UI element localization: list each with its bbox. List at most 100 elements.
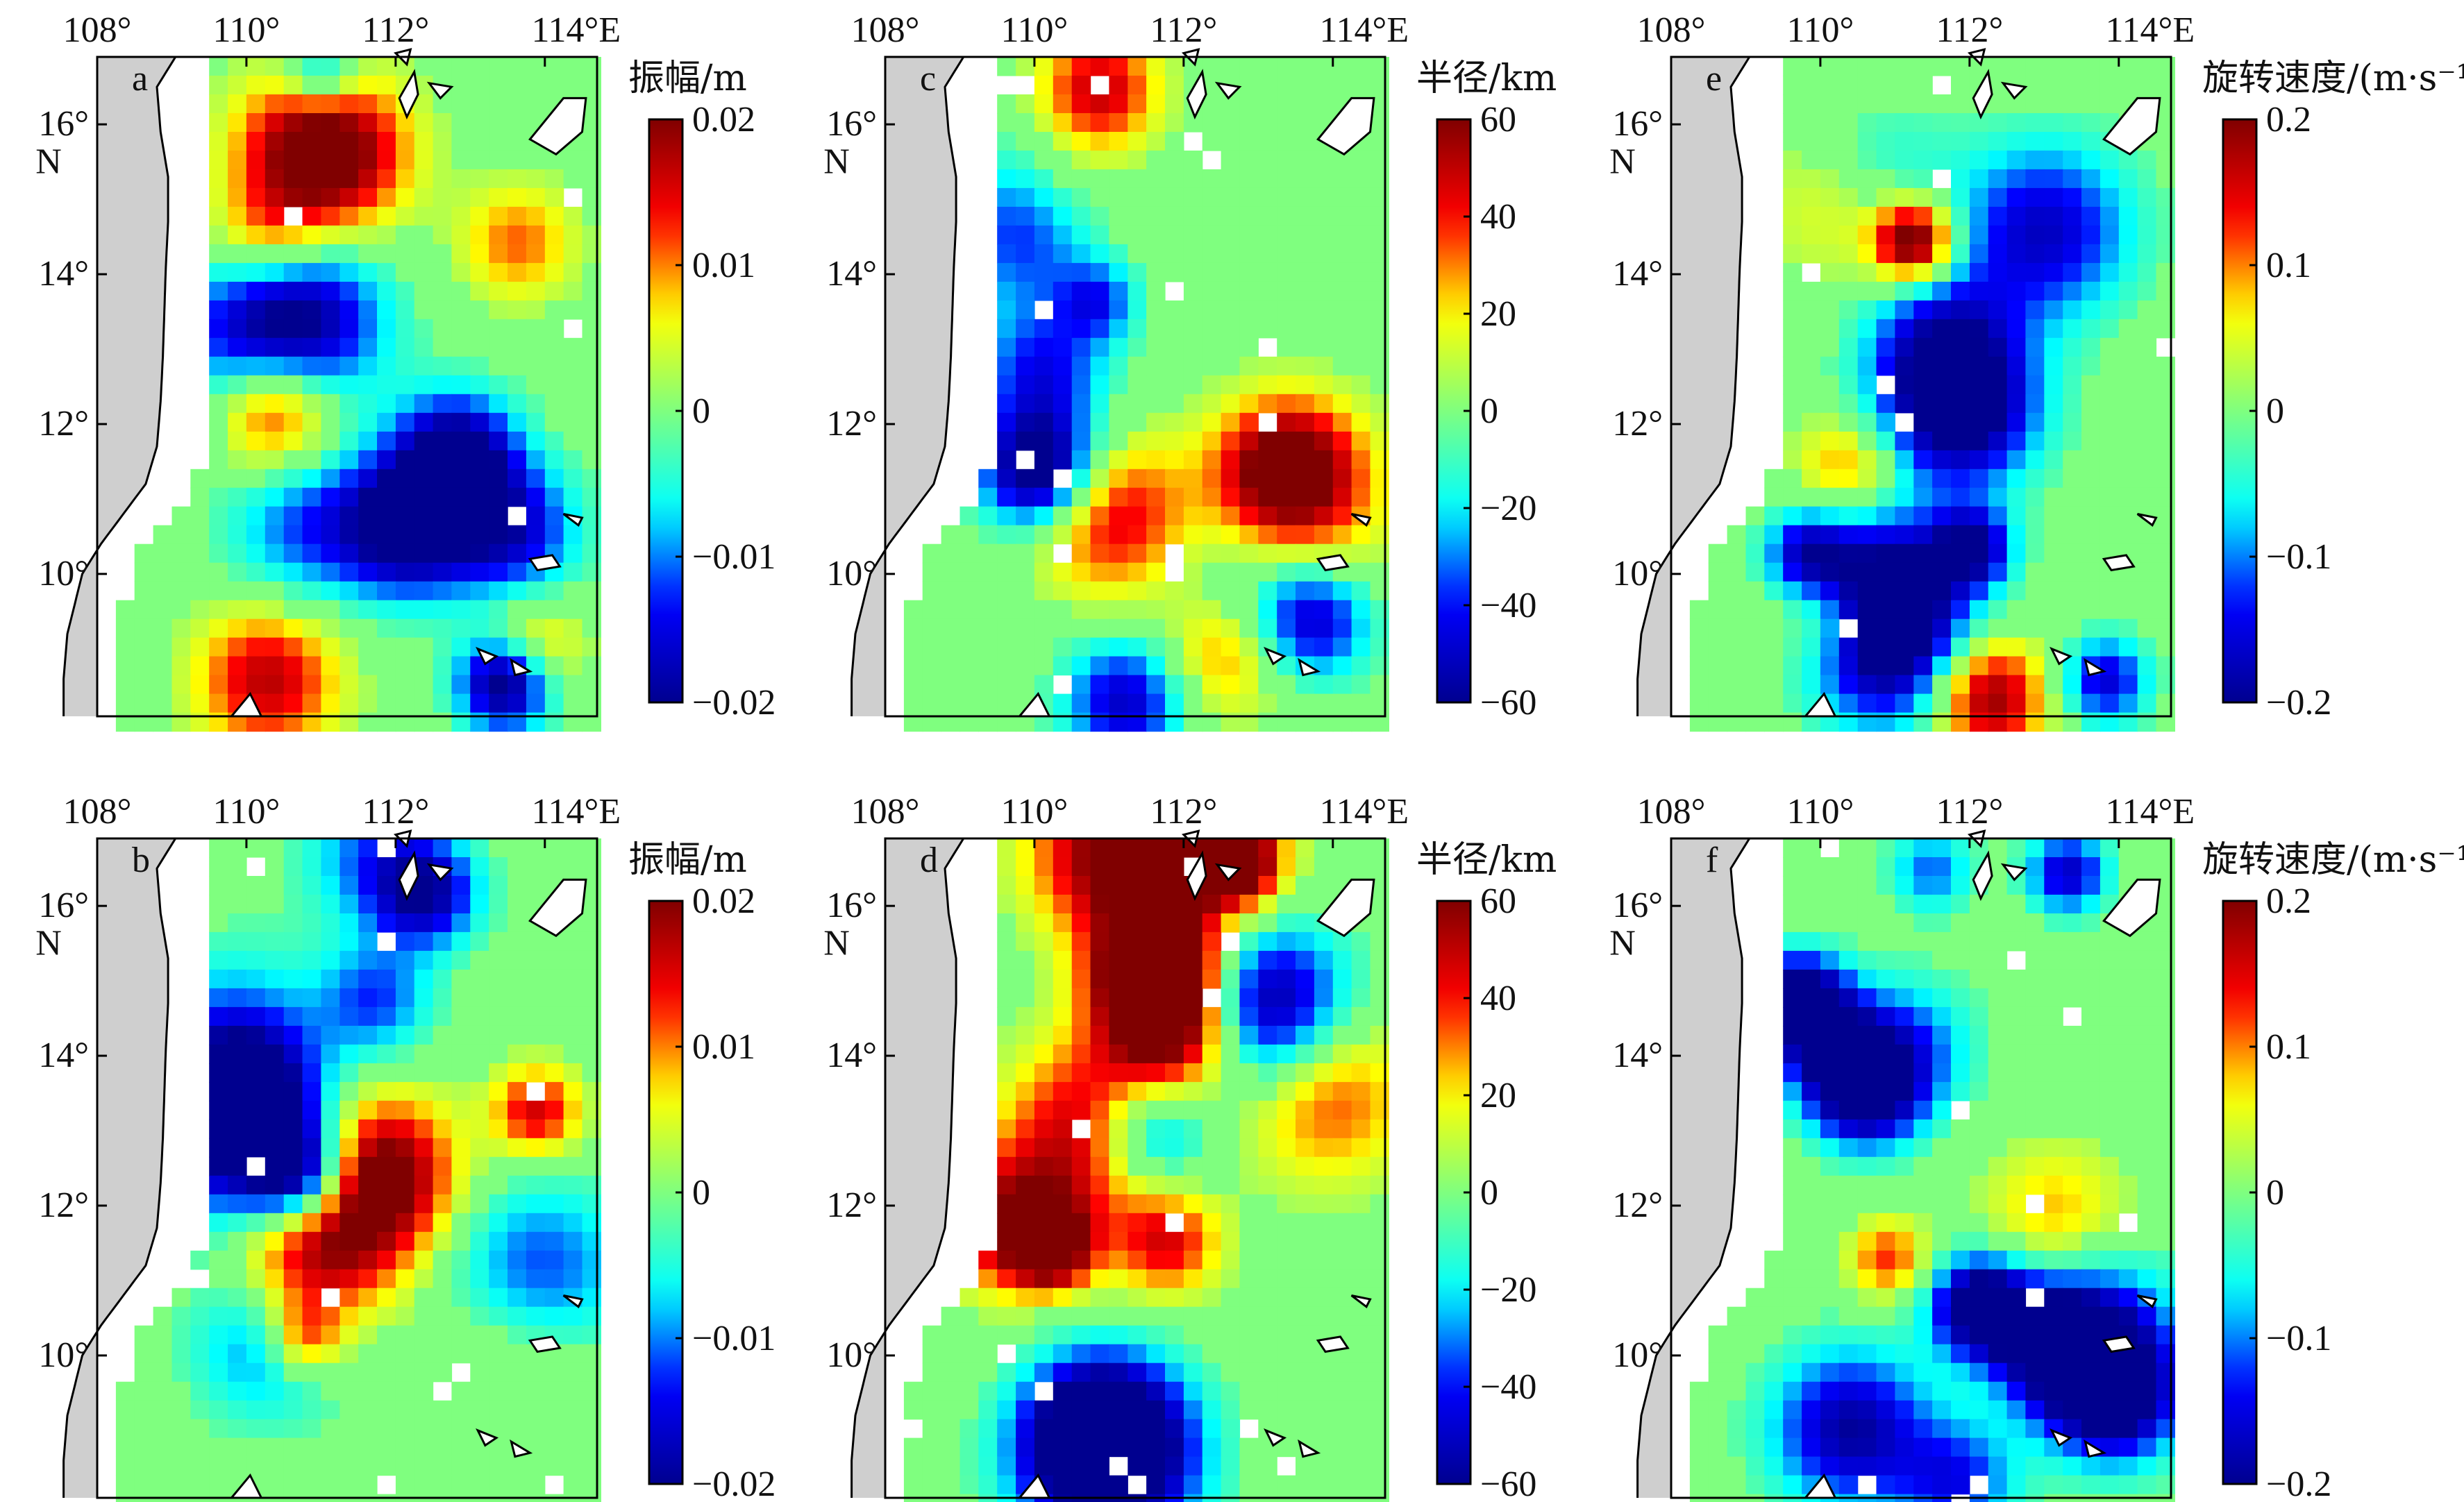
heatmap-cell	[209, 1400, 228, 1420]
heatmap-cell	[1988, 675, 2008, 695]
heatmap-cell	[526, 876, 546, 895]
heatmap-cell	[321, 1044, 340, 1064]
heatmap-cell	[1932, 1288, 1952, 1308]
heatmap-cell	[340, 469, 359, 489]
heatmap-cell	[470, 543, 489, 564]
heatmap-cell	[1165, 581, 1184, 601]
heatmap-cell	[1876, 1362, 1895, 1383]
heatmap-cell	[2025, 1006, 2045, 1027]
heatmap-cell	[283, 1325, 303, 1345]
heatmap-cell	[171, 1381, 191, 1401]
heatmap-cell	[1034, 838, 1054, 858]
heatmap-cell	[582, 394, 601, 414]
heatmap-cell	[1988, 150, 2008, 170]
heatmap-cell	[1146, 1138, 1166, 1158]
heatmap-cell	[1802, 1081, 1821, 1102]
heatmap-cell	[1838, 1419, 1859, 1439]
heatmap-cell	[1370, 206, 1389, 226]
heatmap-cell	[1277, 487, 1296, 507]
heatmap-cell	[1034, 1456, 1054, 1476]
heatmap-cell	[1034, 262, 1054, 282]
heatmap-cell	[489, 1381, 508, 1401]
heatmap-cell	[1128, 487, 1147, 507]
heatmap-cell	[283, 1119, 303, 1139]
heatmap-cell	[1146, 600, 1166, 620]
heatmap-cell	[489, 913, 508, 933]
heatmap-cell	[2025, 412, 2045, 432]
heatmap-cell	[526, 412, 546, 432]
heatmap-cell	[544, 206, 564, 226]
heatmap-cell	[265, 876, 285, 895]
heatmap-cell	[2100, 506, 2120, 526]
heatmap-cell	[134, 1344, 154, 1364]
colorbar-tick-label: −40	[1480, 1367, 1536, 1407]
heatmap-cell	[451, 600, 471, 620]
heatmap-cell	[1146, 113, 1166, 133]
heatmap-cell	[2025, 876, 2045, 895]
heatmap-cell	[228, 913, 247, 933]
heatmap-cell	[508, 431, 527, 451]
heatmap-cell	[1239, 637, 1259, 657]
heatmap-cell	[377, 988, 396, 1008]
heatmap-cell	[2156, 1288, 2175, 1308]
heatmap-cell	[414, 1437, 434, 1458]
heatmap-cell	[1895, 1306, 1914, 1326]
heatmap-cell	[190, 487, 210, 507]
heatmap-cell	[470, 337, 489, 357]
heatmap-cell	[1034, 206, 1054, 226]
heatmap-cell	[1932, 469, 1952, 489]
heatmap-cell	[2100, 1063, 2120, 1083]
heatmap-cell	[1258, 876, 1277, 895]
heatmap-cell	[1128, 913, 1147, 933]
heatmap-cell	[209, 1194, 228, 1214]
heatmap-cell	[1053, 1025, 1073, 1045]
heatmap-cell	[1838, 487, 1859, 507]
heatmap-cell	[2006, 637, 2027, 657]
heatmap-cell	[377, 1081, 396, 1102]
heatmap-cell	[1370, 581, 1389, 601]
heatmap-cell	[1277, 187, 1296, 208]
heatmap-cell	[1202, 1044, 1222, 1064]
heatmap-cell	[1183, 581, 1203, 601]
heatmap-cell	[1351, 675, 1371, 695]
heatmap-cell	[433, 281, 453, 301]
heatmap-cell	[489, 57, 508, 76]
heatmap-cell	[1128, 1119, 1147, 1139]
heatmap-cell	[1370, 394, 1389, 414]
heatmap-cell	[1895, 618, 1914, 639]
heatmap-cell	[1332, 1400, 1352, 1420]
heatmap-cell	[1932, 876, 1952, 895]
heatmap-cell	[451, 412, 471, 432]
heatmap-cell	[959, 1362, 979, 1383]
heatmap-cell	[2137, 487, 2157, 507]
heatmap-cell	[283, 1250, 303, 1270]
heatmap-cell	[1876, 675, 1895, 695]
heatmap-cell	[246, 838, 266, 858]
heatmap-cell	[1895, 656, 1914, 676]
heatmap-cell	[1802, 656, 1821, 676]
heatmap-cell	[489, 187, 508, 208]
heatmap-cell	[1034, 319, 1054, 339]
heatmap-cell	[1146, 1400, 1166, 1420]
heatmap-cell	[1783, 469, 1802, 489]
heatmap-cell	[1820, 1044, 1840, 1064]
colorbar-tick-label: 0	[2266, 391, 2284, 431]
heatmap-cell	[2044, 469, 2063, 489]
heatmap-cell	[563, 675, 583, 695]
heatmap-cell	[1932, 693, 1952, 714]
heatmap-cell	[302, 94, 321, 114]
heatmap-cell	[1221, 1156, 1241, 1176]
heatmap-cell	[997, 675, 1016, 695]
heatmap-cell	[508, 1419, 527, 1439]
heatmap-cell	[1820, 1437, 1840, 1458]
heatmap-cell	[2025, 618, 2045, 639]
heatmap-cell	[1783, 857, 1802, 877]
heatmap-cell	[283, 913, 303, 933]
heatmap-cell	[1146, 931, 1166, 952]
heatmap-cell	[1820, 57, 1840, 76]
heatmap-cell	[1128, 656, 1147, 676]
heatmap-cell	[1277, 876, 1296, 895]
heatmap-cell	[1332, 1381, 1352, 1401]
heatmap-cell	[544, 1231, 564, 1251]
heatmap-cell	[2156, 319, 2175, 339]
